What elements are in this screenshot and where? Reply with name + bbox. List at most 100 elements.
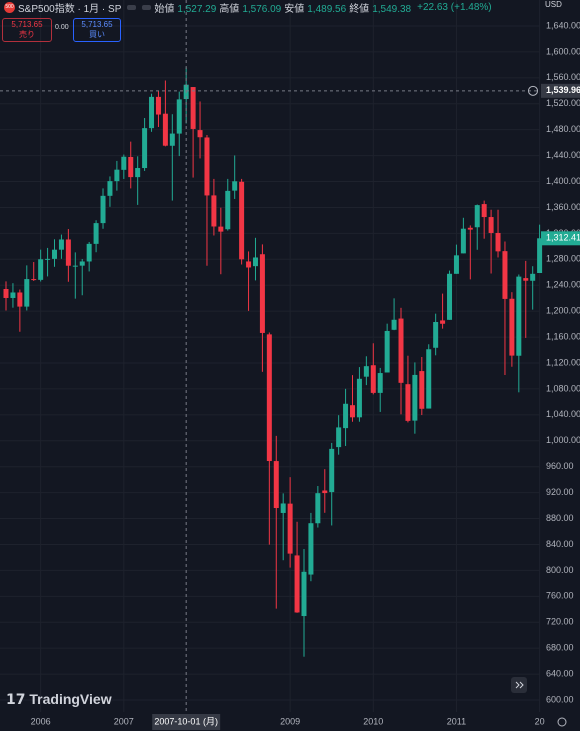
candle-body [301,571,307,617]
crosshair-price: 1,539.96 [546,85,580,95]
candle-body [447,273,453,320]
candle-body [537,238,543,274]
candle-body [3,288,9,298]
crosshair-date-box [152,714,221,730]
y-tick-label: 1,400.00 [546,176,580,186]
y-tick-label: 1,120.00 [546,357,580,367]
candle-body [149,96,155,129]
candle-body [440,320,446,324]
candle-body [516,276,522,356]
y-tick-label: 680.00 [546,643,574,653]
y-tick-label: 1,360.00 [546,202,580,212]
y-tick-label: 1,240.00 [546,280,580,290]
buy-button[interactable]: 5,713.65 買い [73,18,121,42]
candle-body [52,249,58,259]
candle-body [322,490,328,494]
x-tick-label: 2006 [31,716,51,726]
candle-body [329,448,335,493]
last-price: 1,312.41 [546,233,580,243]
currency: USD [545,0,562,9]
y-tick-label: 920.00 [546,487,574,497]
y-tick-label: 800.00 [546,565,574,575]
settings-icon [557,717,567,727]
last-price-box [541,231,580,246]
candle-body [384,330,390,373]
candle-body [356,378,362,418]
candle-body [419,371,425,409]
y-tick-label: 1,040.00 [546,409,580,419]
candle-body [100,195,106,224]
symbol[interactable]: S&P500指数 · 1月 · SP [18,3,122,15]
candle-body [481,204,487,218]
candle-body [391,319,397,330]
y-tick-label: 1,520.00 [546,98,580,108]
candle-body [287,503,293,554]
buy-price: 5,713.65 [81,20,113,29]
legend-label: 高値 [219,3,240,15]
candle-body [426,349,432,409]
candle-body [336,427,342,448]
y-tick-label: 760.00 [546,591,574,601]
sell-price: 5,713.65 [11,20,43,29]
y-tick-label: 1,000.00 [546,435,580,445]
candle-body [204,137,210,196]
x-tick-label: 2009 [280,716,300,726]
buy-label: 買い [89,30,105,39]
candle-body [350,405,355,418]
candle-body [412,374,418,421]
candle-body [509,298,515,356]
y-tick-label: 1,200.00 [546,306,580,316]
sell-button[interactable]: 5,713.65 売り [2,18,52,42]
candle-body [398,318,404,383]
candle-body [308,523,314,575]
legend-value: 1,549.38 [372,3,412,15]
candle-body [135,168,141,178]
y-tick-label: 1,280.00 [546,254,580,264]
legend-label: 安値 [284,3,305,15]
candle-body [433,322,439,348]
candle-body [239,181,245,260]
button[interactable] [127,4,137,10]
symbol-icon: 500 [4,1,15,13]
y-tick-label: 1,640.00 [546,20,580,30]
candle-body [246,261,252,268]
candle-body [370,365,376,393]
scroll-icon [515,681,524,689]
candle-body [523,278,529,281]
candle-body [225,190,231,230]
candle-body [45,258,51,260]
change: +22.63 (+1.48%) [417,1,492,13]
button[interactable] [142,4,152,10]
candle-body [488,217,494,233]
y-tick-label: 1,600.00 [546,46,580,56]
y-tick-label: 1,480.00 [546,124,580,134]
price-axis-bg [540,0,580,731]
candle-body [79,261,85,266]
candle-body [65,239,71,266]
candle-body [453,255,459,274]
y-tick-label: 960.00 [546,461,574,471]
logo-text: TradingView [29,691,112,707]
candle-body [128,156,134,178]
y-tick-label: 720.00 [546,617,574,627]
candle-body [363,366,369,377]
x-tick-label: 20 [535,716,545,726]
candle-body [280,503,286,513]
candle-body [197,130,203,138]
candle-body [495,232,501,252]
x-tick-label: 2011 [447,716,466,726]
candle-body [190,87,196,129]
crosshair-price-box [541,83,580,98]
crosshair-date: 2007-10-01 (月) [154,716,218,726]
legend-value: 1,489.56 [307,3,347,15]
x-tick-label: 2007 [114,716,134,726]
y-tick-label: 880.00 [546,513,574,523]
candle-body [377,373,383,393]
legend-label: 始値 [154,3,175,15]
y-tick-label: 1,440.00 [546,150,580,160]
candle-body [474,205,480,228]
candle-body [266,334,272,462]
candle-body [343,403,349,429]
